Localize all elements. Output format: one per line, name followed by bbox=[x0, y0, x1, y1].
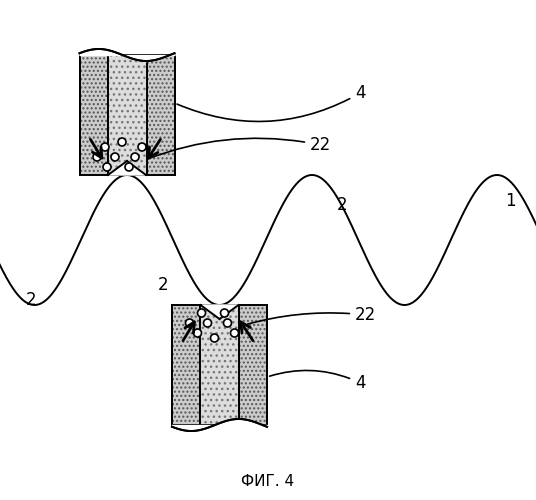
Circle shape bbox=[185, 319, 193, 327]
Circle shape bbox=[220, 309, 228, 317]
Circle shape bbox=[118, 138, 126, 146]
Bar bbox=[108, 55, 146, 175]
Circle shape bbox=[138, 143, 146, 151]
Text: 1: 1 bbox=[505, 192, 515, 210]
Bar bbox=[172, 305, 200, 425]
Circle shape bbox=[125, 163, 133, 171]
Polygon shape bbox=[79, 161, 175, 175]
Bar bbox=[200, 305, 239, 425]
Circle shape bbox=[111, 153, 119, 161]
Circle shape bbox=[224, 319, 232, 327]
Circle shape bbox=[101, 143, 109, 151]
Bar bbox=[146, 55, 175, 175]
Circle shape bbox=[197, 309, 205, 317]
Text: 2: 2 bbox=[25, 291, 36, 309]
Bar bbox=[239, 305, 267, 425]
Bar bbox=[79, 55, 108, 175]
Circle shape bbox=[204, 319, 212, 327]
Circle shape bbox=[93, 153, 101, 161]
Circle shape bbox=[230, 329, 239, 337]
Text: 4: 4 bbox=[177, 84, 366, 122]
Bar bbox=[108, 55, 146, 175]
Circle shape bbox=[211, 334, 219, 342]
Bar bbox=[239, 305, 267, 425]
Polygon shape bbox=[172, 305, 267, 319]
Text: ФИГ. 4: ФИГ. 4 bbox=[241, 474, 295, 490]
Bar bbox=[79, 55, 108, 175]
Text: 4: 4 bbox=[270, 370, 366, 392]
Bar bbox=[146, 55, 175, 175]
Circle shape bbox=[193, 329, 202, 337]
Text: 2: 2 bbox=[158, 276, 168, 294]
Circle shape bbox=[131, 153, 139, 161]
Bar bbox=[172, 305, 267, 425]
Text: 2: 2 bbox=[337, 196, 347, 214]
Bar bbox=[200, 305, 239, 425]
Circle shape bbox=[103, 163, 111, 171]
Bar bbox=[172, 305, 200, 425]
Text: 22: 22 bbox=[247, 306, 376, 324]
Bar bbox=[79, 55, 175, 175]
Text: 22: 22 bbox=[147, 136, 331, 159]
